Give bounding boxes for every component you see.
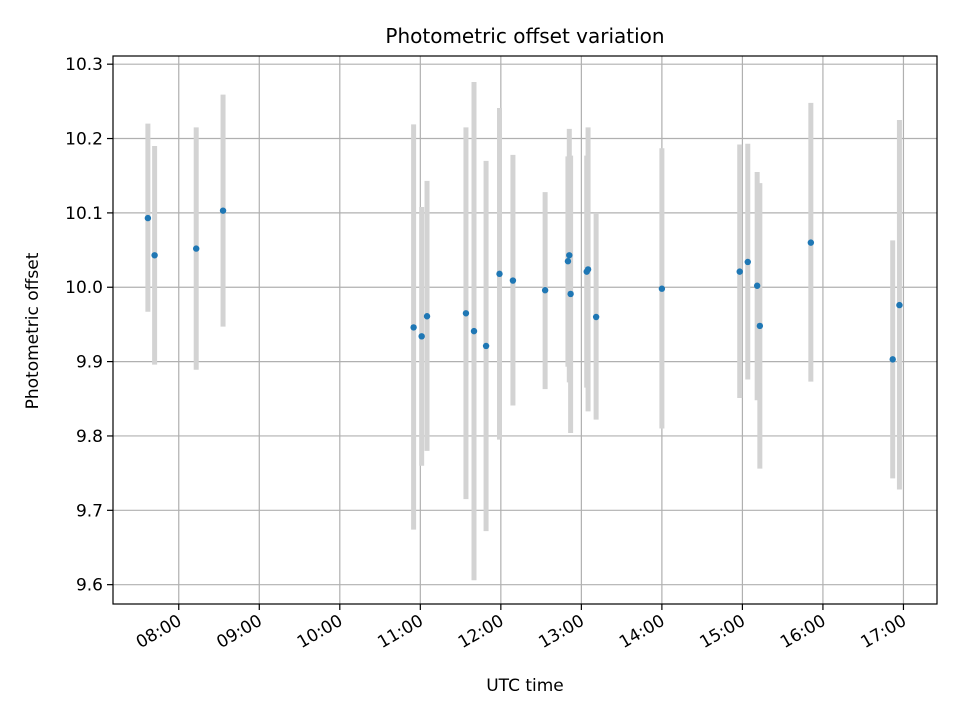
y-tick-label: 9.7 bbox=[76, 501, 103, 521]
data-point bbox=[193, 245, 200, 252]
data-point bbox=[564, 258, 572, 265]
data-point bbox=[744, 258, 751, 266]
y-axis-ticks: 9.6 9.7 9.8 9.9 10.0 10.1 10.2 10.3 bbox=[65, 55, 113, 596]
y-tick-label: 9.9 bbox=[76, 353, 103, 373]
data-points bbox=[144, 207, 903, 363]
x-axis-title: UTC time bbox=[486, 676, 564, 696]
data-point bbox=[410, 324, 417, 331]
data-point bbox=[219, 207, 227, 214]
y-axis-title: Photometric offset bbox=[23, 252, 43, 409]
y-tick-label: 10.1 bbox=[65, 204, 103, 224]
data-point bbox=[658, 285, 666, 292]
data-point bbox=[423, 313, 431, 320]
data-point bbox=[592, 313, 600, 321]
data-point bbox=[462, 310, 470, 317]
data-point bbox=[151, 252, 158, 259]
data-point bbox=[482, 342, 490, 350]
data-point bbox=[736, 268, 743, 275]
data-point bbox=[756, 322, 764, 330]
grid bbox=[113, 56, 937, 604]
chart-title: Photometric offset variation bbox=[385, 24, 664, 48]
data-point bbox=[144, 214, 152, 222]
data-point bbox=[896, 301, 903, 309]
data-point bbox=[807, 239, 815, 246]
plot-frame bbox=[112, 55, 938, 605]
data-point bbox=[567, 290, 574, 298]
y-tick-label: 9.6 bbox=[76, 576, 103, 596]
data-point bbox=[541, 287, 549, 294]
y-tick-label: 10.2 bbox=[65, 130, 103, 150]
data-point bbox=[418, 333, 425, 340]
data-point bbox=[496, 270, 503, 278]
y-tick-label: 10.3 bbox=[65, 55, 103, 75]
data-point bbox=[889, 356, 896, 363]
data-point bbox=[470, 327, 478, 335]
data-point bbox=[753, 282, 761, 289]
data-point bbox=[509, 277, 517, 284]
data-point bbox=[566, 252, 573, 259]
y-tick-label: 10.0 bbox=[65, 278, 103, 298]
data-point bbox=[584, 266, 592, 273]
y-tick-label: 9.8 bbox=[76, 427, 103, 447]
